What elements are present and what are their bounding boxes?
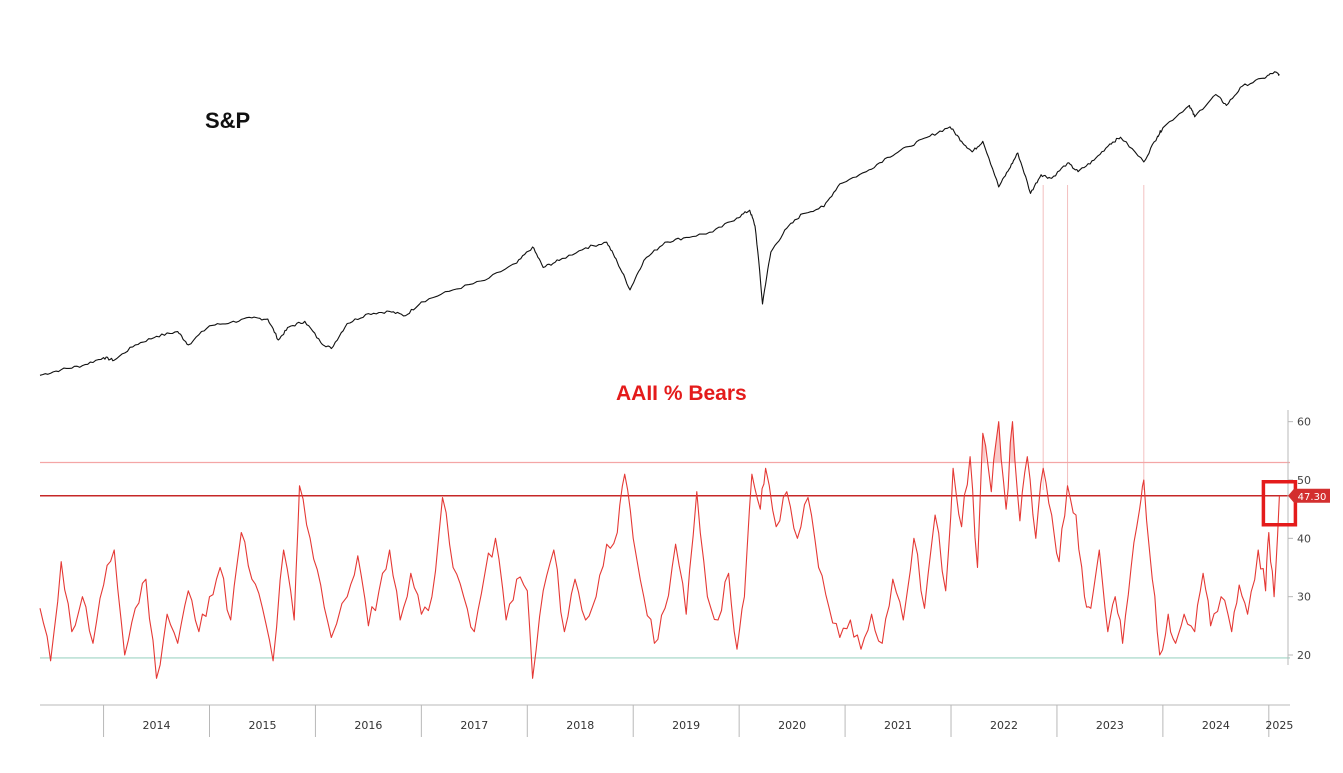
x-tick-label: 2020 <box>778 719 806 732</box>
value-badge <box>1288 488 1330 503</box>
reference-lines <box>40 461 1290 659</box>
highlight-box <box>1261 480 1298 527</box>
dropline-layer <box>1042 185 1145 490</box>
aaii-title: AAII % Bears <box>616 382 747 405</box>
annotation-layer: 47.30 <box>1261 480 1330 527</box>
x-tick-label: 2015 <box>248 719 276 732</box>
bears-series-layer <box>39 421 1280 679</box>
bears-line <box>39 421 1280 679</box>
y-tick-label: 20 <box>1297 649 1311 662</box>
date-x-axis: 2014 2015 2016 2017 2018 2019 2020 2021 2022 2023… <box>40 704 1293 737</box>
x-tick-label: 2014 <box>143 719 171 732</box>
value-badge-label: 47.30 <box>1298 492 1327 503</box>
sp-line <box>39 71 1280 376</box>
x-tick-label: 2017 <box>460 719 488 732</box>
x-tick-label: 2019 <box>672 719 700 732</box>
y-tick-label: 40 <box>1297 532 1311 545</box>
sp-series-layer <box>39 71 1280 376</box>
bears-above-band-fill <box>982 433 986 463</box>
bears-y-axis: 20 30 40 50 60 <box>1287 410 1311 665</box>
x-tick-label: 2018 <box>566 719 594 732</box>
x-tick-label: 2022 <box>990 719 1018 732</box>
y-tick-label: 60 <box>1297 416 1311 429</box>
x-tick-label: 2016 <box>354 719 382 732</box>
sp-title: S&P <box>205 108 250 133</box>
y-tick-label: 30 <box>1297 591 1311 604</box>
x-tick-label: 2023 <box>1096 719 1124 732</box>
x-tick-label: 2024 <box>1202 719 1230 732</box>
y-tick-label: 50 <box>1297 474 1311 487</box>
x-tick-label: 2021 <box>884 719 912 732</box>
x-tick-label: 2025 <box>1265 719 1293 732</box>
